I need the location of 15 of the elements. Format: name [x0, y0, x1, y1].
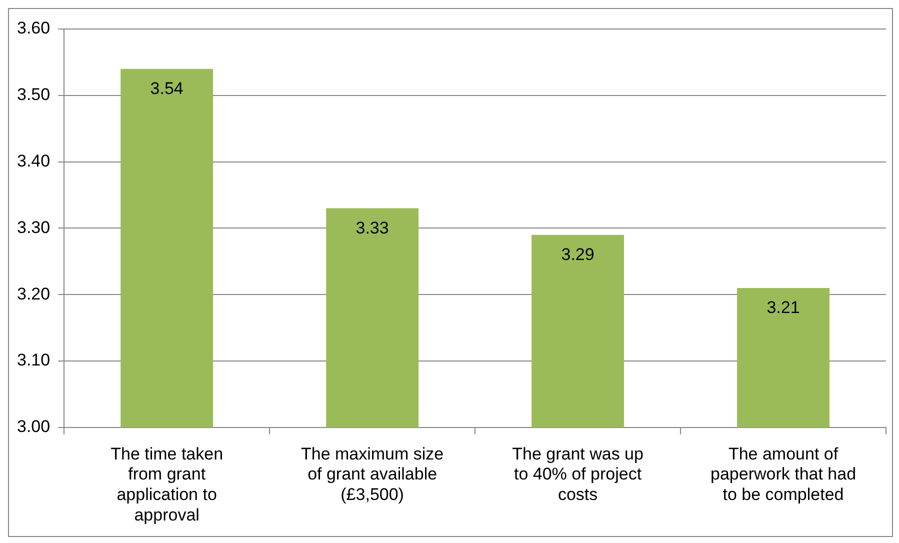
- y-tick-label: 3.60: [16, 18, 50, 38]
- x-tick-label: The time taken from grant application to approval: [110, 444, 224, 524]
- x-tick-label: The grant was up to 40% of project costs: [512, 444, 644, 504]
- x-tick-label: The maximum size of grant available (£3,500): [300, 444, 444, 504]
- y-tick-label: 3.30: [16, 218, 50, 237]
- y-tick-label: 3.50: [16, 85, 50, 104]
- data-label: 3.33: [356, 218, 389, 238]
- x-tick-label: The amount of paperwork that had to be completed: [710, 444, 856, 504]
- data-label: 3.54: [150, 79, 184, 98]
- data-label: 3.21: [766, 298, 800, 318]
- y-tick-label: 3.00: [16, 417, 50, 436]
- y-tick-label: 3.10: [16, 350, 50, 370]
- data-label: 3.29: [561, 245, 594, 264]
- y-tick-label: 3.20: [16, 284, 50, 304]
- y-tick-label: 3.40: [16, 151, 50, 170]
